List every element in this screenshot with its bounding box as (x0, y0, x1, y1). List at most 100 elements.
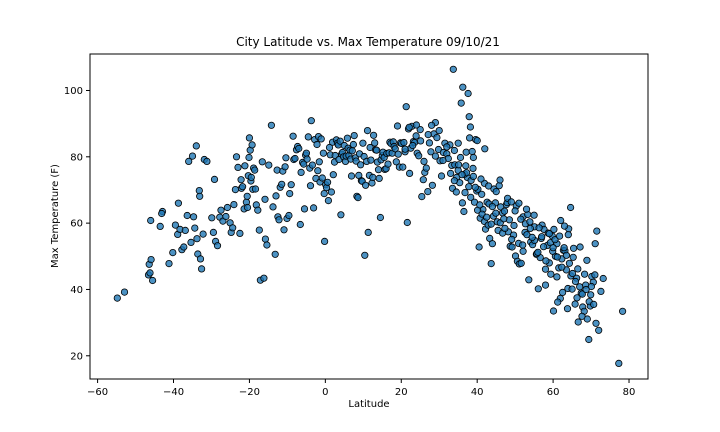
data-point (481, 145, 489, 153)
data-point (317, 135, 325, 143)
data-point (282, 154, 290, 162)
data-point (467, 193, 475, 201)
data-point (243, 203, 252, 212)
data-point (359, 139, 367, 147)
data-point (241, 162, 249, 170)
x-tick-label: 40 (471, 387, 484, 398)
data-point (314, 167, 322, 175)
data-point (208, 214, 216, 222)
data-point (424, 131, 432, 139)
data-point (307, 117, 315, 125)
data-point (401, 145, 409, 153)
data-point (303, 155, 311, 163)
data-point (487, 220, 495, 228)
data-point (580, 270, 589, 278)
data-point (571, 300, 579, 308)
data-point (464, 89, 472, 98)
data-point (484, 182, 493, 190)
data-point (222, 212, 230, 221)
data-point (473, 137, 481, 145)
data-point (541, 281, 550, 289)
y-tick-label: 60 (70, 219, 83, 230)
data-point (471, 183, 479, 191)
data-point (405, 123, 413, 131)
data-point (465, 134, 474, 142)
data-point (275, 216, 283, 224)
data-point (181, 226, 189, 234)
data-point (560, 222, 569, 230)
data-point (519, 247, 527, 255)
data-point (587, 282, 596, 291)
chart-title: City Latitude vs. Max Temperature 09/10/… (236, 35, 500, 49)
data-point (458, 171, 466, 179)
data-point (402, 103, 410, 111)
data-point (369, 131, 378, 139)
data-point (590, 300, 598, 308)
data-point (171, 221, 179, 229)
data-point (399, 163, 407, 171)
data-point (248, 141, 256, 149)
data-point (245, 153, 253, 162)
y-tick-label: 40 (70, 285, 83, 296)
data-point (196, 255, 205, 263)
data-point (578, 312, 586, 320)
data-point (243, 192, 251, 200)
data-point (281, 163, 289, 171)
data-point (576, 283, 584, 291)
data-point (337, 211, 345, 219)
data-point (569, 253, 577, 261)
data-point (419, 176, 427, 184)
data-point (287, 181, 295, 189)
data-point (278, 180, 286, 188)
data-point (535, 224, 543, 232)
data-point (510, 221, 518, 230)
data-point (462, 162, 470, 170)
data-point (209, 228, 217, 236)
data-point (549, 244, 557, 252)
data-point (185, 157, 193, 165)
data-point (528, 233, 536, 241)
data-point (297, 168, 305, 176)
data-point (251, 166, 259, 174)
data-point (542, 257, 550, 265)
data-point (488, 203, 496, 211)
data-point (300, 205, 309, 213)
data-point (239, 183, 247, 191)
data-point (147, 216, 155, 225)
data-point (554, 298, 562, 306)
data-point (478, 190, 486, 198)
data-point (193, 235, 201, 243)
data-point (183, 211, 191, 220)
data-point (369, 173, 377, 181)
data-point (492, 188, 500, 196)
data-point (507, 198, 515, 206)
plot-frame (89, 53, 649, 380)
data-point (295, 144, 303, 153)
data-point (323, 178, 332, 186)
data-point (568, 269, 577, 278)
x-axis-ticks: −60 −40 −20 0 20 40 60 80 (87, 379, 635, 398)
data-point (320, 190, 328, 198)
data-point (364, 228, 372, 236)
data-point (591, 271, 599, 279)
data-point (555, 232, 564, 240)
data-point (465, 113, 473, 121)
data-point (350, 132, 358, 140)
data-point (458, 199, 466, 207)
data-point (273, 166, 281, 174)
data-point (487, 259, 495, 268)
data-point (574, 265, 582, 273)
data-point (234, 163, 242, 171)
data-point (229, 224, 237, 232)
data-point (418, 193, 426, 201)
data-point (433, 134, 441, 142)
data-point (113, 294, 121, 302)
data-point (452, 188, 460, 196)
data-point (416, 137, 425, 145)
data-point (376, 213, 384, 222)
data-point (267, 121, 275, 129)
data-point (315, 158, 323, 166)
data-point (615, 359, 623, 367)
data-point (585, 335, 593, 344)
